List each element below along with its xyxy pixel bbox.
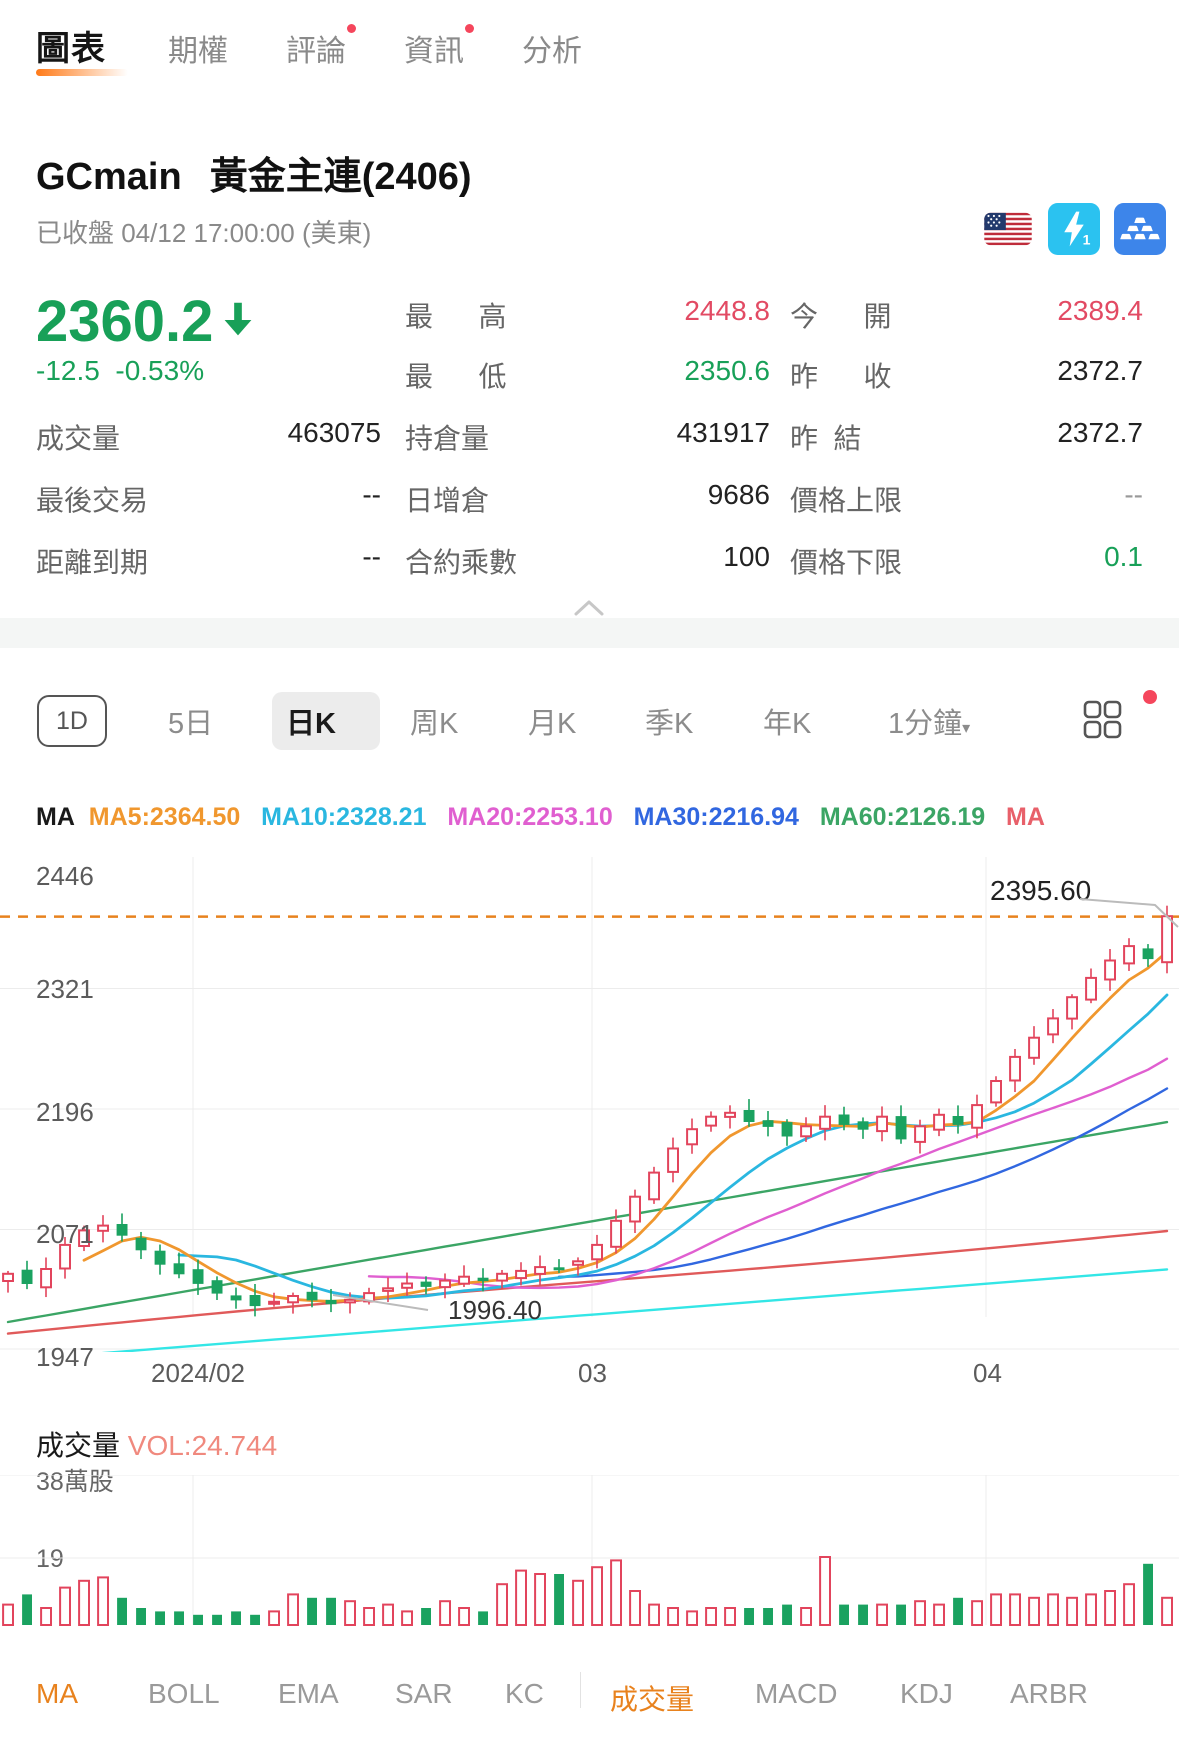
svg-text:1: 1 bbox=[1083, 232, 1091, 248]
